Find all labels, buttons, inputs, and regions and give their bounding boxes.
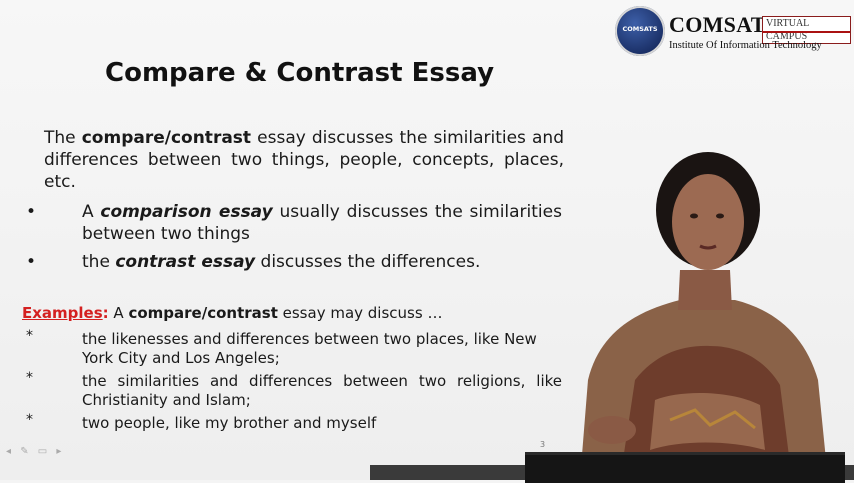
page-number: 3 xyxy=(540,440,546,449)
globe-logo-text: COMSATS xyxy=(622,25,658,33)
intro-bold: compare/contrast xyxy=(81,128,252,148)
logo-divider xyxy=(762,31,850,33)
comsats-logo: COMSATS COMSATS VIRTUAL CAMPUS Institute… xyxy=(615,6,851,58)
presenter-shawl-stripe xyxy=(669,408,756,430)
bullet-contrast: the contrast essay discusses the differe… xyxy=(82,251,562,273)
bullet-marker: • xyxy=(26,252,37,272)
presenter-mouth xyxy=(699,244,717,250)
examples-colon: : xyxy=(102,304,109,322)
example-item: the likenesses and differences between t… xyxy=(82,330,537,367)
presenter-video xyxy=(580,152,828,480)
presenter-eye-right xyxy=(716,213,724,219)
bullet-marker: • xyxy=(26,202,37,222)
examples-pre: A xyxy=(108,304,129,322)
intro-post: essay discusses the similarities and dif… xyxy=(44,128,564,192)
slide-controls[interactable]: ◂ ✎ ▭ ▸ xyxy=(6,446,65,457)
presenter-eye-left xyxy=(690,213,698,219)
bullet-emph: contrast essay xyxy=(115,252,256,272)
logo-tag: VIRTUAL CAMPUS xyxy=(762,16,851,44)
example-marker: * xyxy=(26,328,33,344)
podium xyxy=(525,452,845,483)
example-item: two people, like my brother and myself xyxy=(82,414,377,432)
intro-pre: The xyxy=(44,128,82,148)
example-item: the similarities and differences between… xyxy=(82,372,562,409)
slide-title: Compare & Contrast Essay xyxy=(105,58,495,88)
intro-paragraph: The compare/contrast essay discusses the… xyxy=(44,127,564,193)
logo-name: COMSATS xyxy=(669,12,779,37)
examples-heading: Examples: A compare/contrast essay may d… xyxy=(22,303,442,323)
bullet-emph: comparison essay xyxy=(100,202,273,222)
logo-subtitle: Institute Of Information Technology xyxy=(669,40,822,51)
examples-label: Examples xyxy=(22,304,103,322)
examples-post: essay may discuss … xyxy=(277,304,443,322)
bullet-comparison: A comparison essay usually discusses the… xyxy=(82,201,562,245)
examples-bold: compare/contrast xyxy=(128,304,278,322)
example-marker: * xyxy=(26,412,33,428)
example-marker: * xyxy=(26,370,33,386)
bullet-post: usually discusses the similarities betwe… xyxy=(82,202,562,244)
globe-logo-icon: COMSATS xyxy=(615,6,665,56)
presenter-neck xyxy=(678,270,732,310)
bullet-pre: the xyxy=(82,252,116,272)
presenter-face xyxy=(672,174,744,270)
bullet-post: discusses the differences. xyxy=(255,252,481,272)
bullet-pre: A xyxy=(82,202,101,222)
presenter-hand xyxy=(588,416,636,444)
